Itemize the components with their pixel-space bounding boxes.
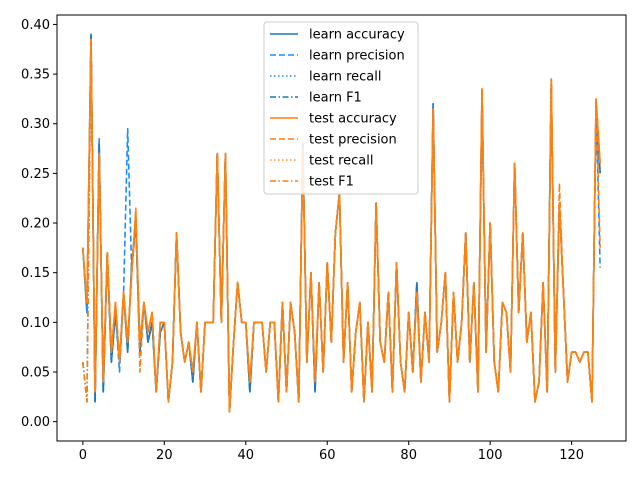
x-tick-label: 60 <box>319 448 336 463</box>
series-line-test-f1 <box>82 38 601 413</box>
y-tick-label: 0.00 <box>21 415 50 430</box>
series-lines <box>82 33 601 413</box>
legend-label: learn F1 <box>309 91 362 106</box>
x-tick-label: 40 <box>238 448 255 463</box>
legend-label: test F1 <box>309 175 354 190</box>
x-tick-label: 120 <box>559 448 584 463</box>
x-tick-label: 20 <box>156 448 173 463</box>
x-tick-label: 0 <box>79 448 87 463</box>
y-tick-label: 0.30 <box>21 117 50 132</box>
legend-label: test accuracy <box>309 112 397 127</box>
x-axis: 0 20 40 60 80 100 120 <box>79 441 584 463</box>
legend-label: learn recall <box>309 70 381 85</box>
y-tick-label: 0.35 <box>21 68 50 83</box>
y-tick-label: 0.20 <box>21 217 50 232</box>
y-tick-label: 0.40 <box>21 18 50 33</box>
legend-box <box>263 21 419 195</box>
y-axis: 0.00 0.05 0.10 0.15 0.20 0.25 0.30 0.35 0.40 <box>21 18 57 430</box>
y-tick-label: 0.25 <box>21 167 50 182</box>
legend-label: learn precision <box>309 49 405 64</box>
x-tick-label: 100 <box>478 448 503 463</box>
legend-label: test precision <box>309 133 397 148</box>
x-tick-label: 80 <box>400 448 417 463</box>
legend-label: test recall <box>309 154 374 169</box>
y-tick-label: 0.05 <box>21 365 50 380</box>
legend-label: learn accuracy <box>309 28 405 43</box>
axes-frame <box>56 14 627 442</box>
legend: learn accuracy learn precision learn recal… <box>263 21 419 195</box>
y-tick-label: 0.10 <box>21 316 50 331</box>
y-tick-label: 0.15 <box>21 266 50 281</box>
